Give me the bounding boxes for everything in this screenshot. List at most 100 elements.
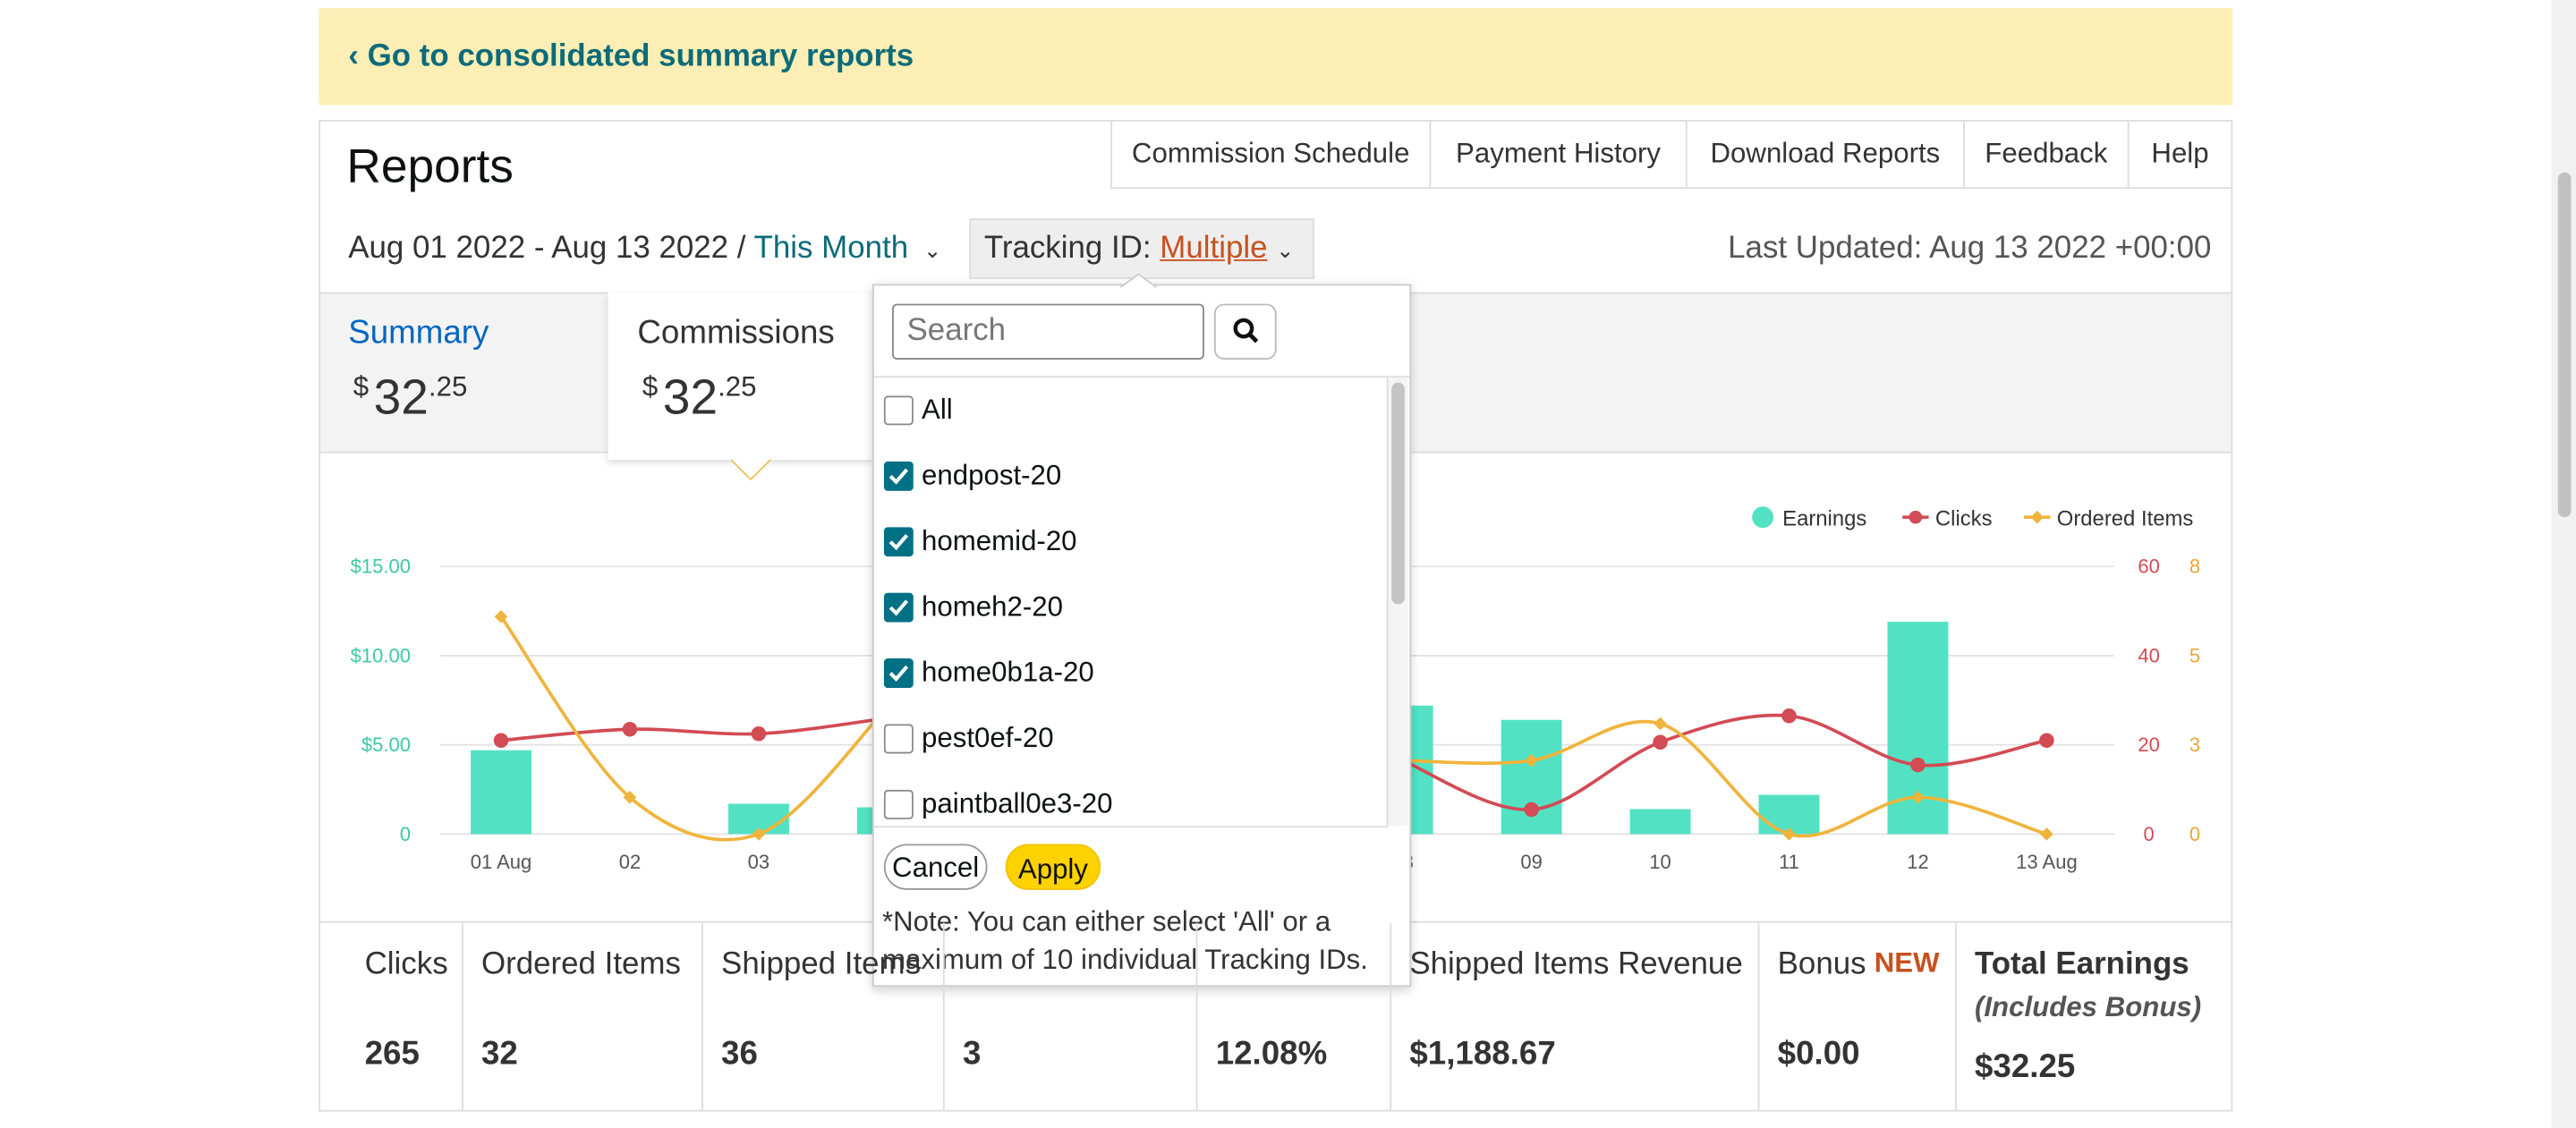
tracking-option[interactable]: endpost-20	[883, 459, 1377, 493]
stat-value: 3	[962, 1036, 982, 1073]
point	[1654, 717, 1667, 731]
tab-caret	[730, 459, 771, 481]
series-line	[500, 716, 888, 742]
banner-link[interactable]: ‹ Go to consolidated summary reports	[348, 39, 914, 74]
legend-marker	[1909, 510, 1923, 524]
search-icon	[1233, 318, 1259, 343]
tab-amount: $32.25	[353, 371, 468, 427]
tick-label: 5	[2189, 644, 2200, 666]
stat-cell: Total Earnings (Includes Bonus) $32.25	[1957, 923, 2232, 1110]
last-updated: Last Updated: Aug 13 2022 +00:00	[1728, 231, 2212, 267]
stat-label: Total Earnings	[1975, 947, 2189, 983]
bar	[1629, 809, 1691, 835]
nav-link[interactable]: Help	[2127, 119, 2232, 190]
tab-name[interactable]: Commissions	[637, 315, 835, 352]
dropdown-caret	[1120, 273, 1157, 288]
list-bottom	[873, 826, 1389, 828]
amount-cents: .25	[428, 370, 468, 403]
series-line	[1402, 719, 2047, 838]
stat-value: $1,188.67	[1409, 1036, 1556, 1073]
stat-label-text: Total Earnings	[1974, 947, 2189, 982]
checkbox[interactable]	[883, 461, 914, 491]
tracking-option[interactable]: All	[883, 394, 1377, 428]
tick-label: 20	[2138, 734, 2160, 756]
stat-cell: Ordered Items 32	[463, 922, 703, 1110]
tab-amount: $32.25	[642, 371, 757, 427]
x-tick-label: 03	[748, 851, 770, 873]
tracking-id-select[interactable]: Tracking ID: Multiple ⌄	[969, 218, 1314, 280]
option-label: pest0ef-20	[922, 722, 1054, 754]
list-scrollbar[interactable]	[1386, 377, 1408, 827]
tick-label: 60	[2138, 556, 2160, 578]
apply-button[interactable]: Apply	[1005, 844, 1101, 890]
scrollbar[interactable]	[2551, 0, 2576, 1128]
stat-label: Ordered Items	[481, 947, 681, 983]
point	[1910, 757, 1926, 773]
tick-label: 0	[2189, 823, 2200, 845]
tick-label: $15.00	[351, 556, 411, 578]
scroll-thumb[interactable]	[2557, 172, 2572, 518]
legend-label: Ordered Items	[2057, 506, 2194, 530]
nav-link[interactable]: Payment History	[1429, 119, 1686, 190]
tick-label: 8	[2189, 556, 2200, 578]
stat-label: Clicks	[365, 947, 448, 983]
checkbox[interactable]	[883, 724, 914, 754]
bar	[1501, 719, 1562, 835]
search-input[interactable]: Search	[892, 303, 1204, 360]
checkbox[interactable]	[883, 789, 914, 819]
stat-cell: Bonus NEW $0.00	[1759, 922, 1957, 1110]
legend-label: Clicks	[1935, 506, 1993, 530]
x-tick-label: 10	[1649, 851, 1671, 873]
banner: ‹ Go to consolidated summary reports	[319, 8, 2233, 106]
nav-link[interactable]: Commission Schedule	[1110, 119, 1430, 190]
stat-value: 36	[721, 1036, 758, 1073]
bar	[471, 750, 531, 835]
tracking-option[interactable]: homeh2-20	[883, 590, 1377, 624]
search-button[interactable]	[1213, 303, 1277, 360]
option-label: endpost-20	[922, 459, 1062, 491]
tracking-option[interactable]: home0b1a-20	[883, 657, 1377, 690]
nav-link[interactable]: Feedback	[1963, 119, 2128, 190]
tab-name[interactable]: Summary	[348, 315, 489, 352]
stat-value: 32	[480, 1036, 518, 1073]
tick-label: 0	[400, 823, 411, 845]
tracking-option[interactable]: homemid-20	[883, 525, 1377, 558]
currency: $	[642, 370, 659, 403]
x-tick-label: 13 Aug	[2016, 851, 2078, 873]
page-title: Reports	[346, 140, 514, 194]
point	[2039, 733, 2054, 748]
stat-note: (Includes Bonus)	[1974, 991, 2202, 1023]
checkbox[interactable]	[883, 592, 914, 623]
point	[1524, 801, 1539, 818]
tracking-value[interactable]: Multiple	[1160, 231, 1268, 267]
checkbox[interactable]	[883, 658, 914, 689]
tick-label: $10.00	[351, 644, 411, 666]
x-tick-label: 09	[1520, 851, 1543, 873]
tab-active[interactable]	[608, 292, 874, 460]
list-scroll-thumb[interactable]	[1391, 382, 1405, 605]
tracking-option[interactable]: pest0ef-20	[883, 722, 1377, 756]
nav-link[interactable]: Download Reports	[1685, 119, 1964, 190]
tick-label: 0	[2143, 823, 2154, 845]
stat-cell: Shipped Items 36	[703, 922, 945, 1110]
point	[1781, 708, 1797, 724]
period-link[interactable]: This Month	[753, 231, 909, 267]
tracking-label: Tracking ID:	[983, 231, 1152, 267]
new-badge: NEW	[1874, 947, 1940, 979]
option-label: home0b1a-20	[922, 657, 1094, 689]
option-label: homeh2-20	[922, 590, 1063, 623]
checkbox[interactable]	[883, 527, 914, 557]
x-tick-label: 11	[1779, 851, 1799, 873]
dropdown-note: *Note: You can either select 'All' or a …	[881, 906, 1368, 976]
stat-value: $0.00	[1777, 1036, 1860, 1073]
tracking-option[interactable]: paintball0e3-20	[883, 788, 1377, 821]
checkbox[interactable]	[883, 395, 914, 426]
stat-label-text: Clicks	[364, 947, 448, 982]
cancel-button[interactable]: Cancel	[883, 844, 988, 890]
legend-marker	[1752, 506, 1774, 529]
point	[493, 733, 509, 748]
stat-cell: 3	[945, 922, 1198, 1110]
stat-cell: Shipped Items Revenue $1,188.67	[1391, 922, 1760, 1110]
currency: $	[353, 370, 370, 403]
